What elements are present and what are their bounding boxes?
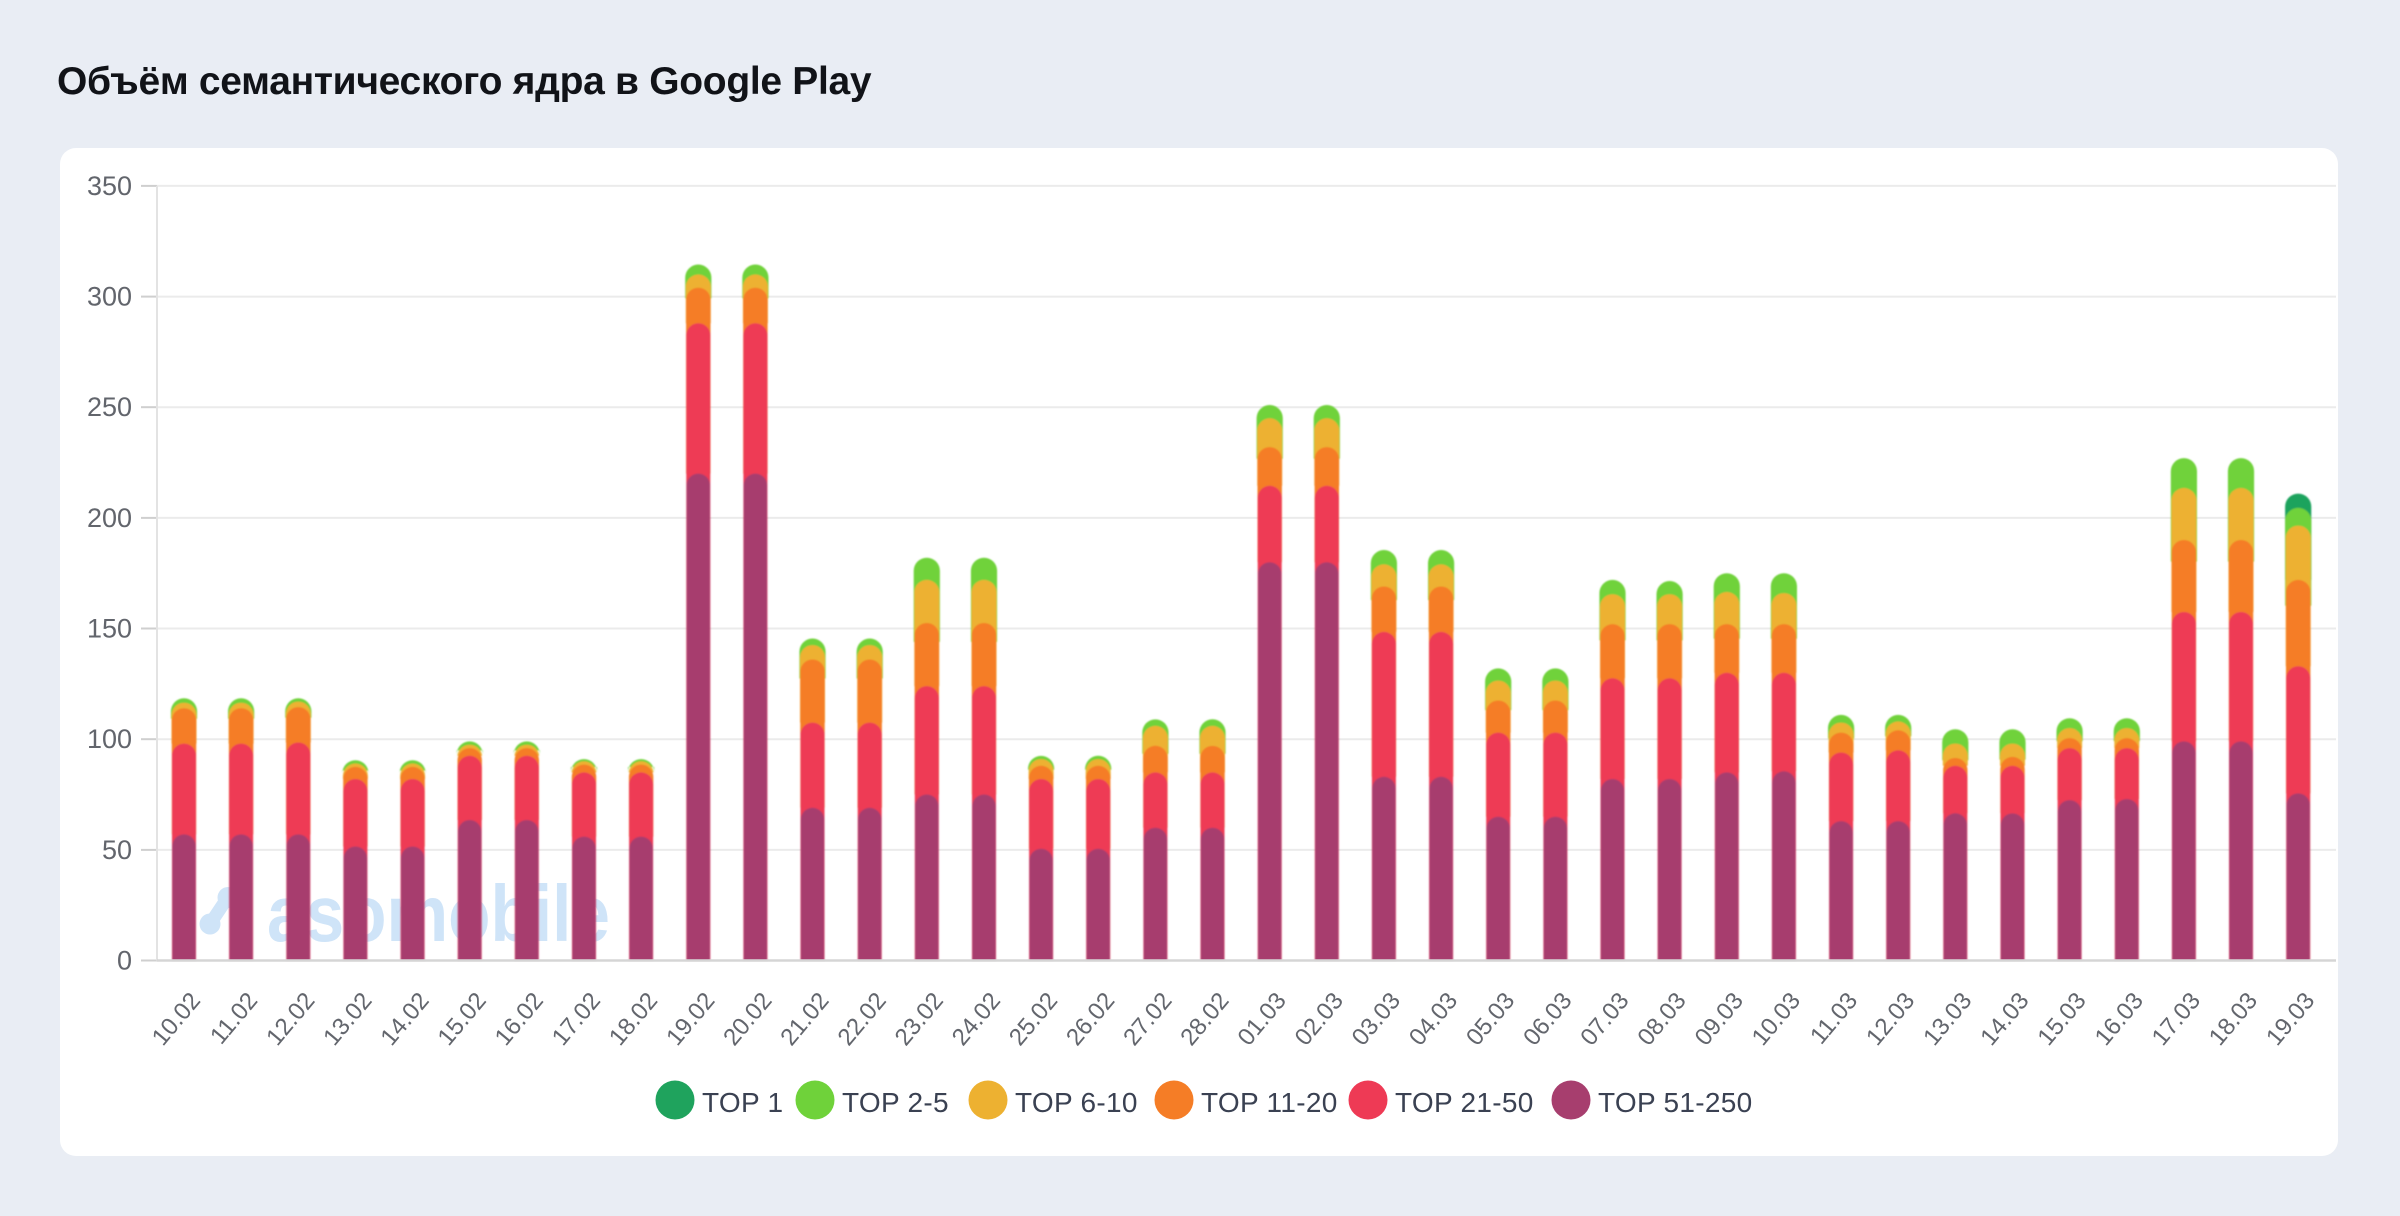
- svg-text:12.03: 12.03: [1861, 988, 1920, 1051]
- svg-text:250: 250: [87, 392, 132, 422]
- svg-text:15.03: 15.03: [2032, 988, 2091, 1051]
- svg-text:03.03: 03.03: [1347, 988, 1406, 1051]
- svg-text:10.02: 10.02: [147, 988, 206, 1051]
- svg-text:14.02: 14.02: [375, 988, 434, 1051]
- svg-text:TOP 2-5: TOP 2-5: [842, 1087, 949, 1118]
- svg-text:TOP 1: TOP 1: [702, 1087, 783, 1118]
- svg-text:0: 0: [117, 946, 132, 976]
- svg-text:18.03: 18.03: [2204, 988, 2263, 1051]
- svg-text:50: 50: [102, 835, 132, 865]
- svg-text:11.03: 11.03: [1805, 988, 1863, 1050]
- svg-text:13.02: 13.02: [318, 988, 377, 1051]
- svg-text:26.02: 26.02: [1061, 988, 1120, 1051]
- svg-text:01.03: 01.03: [1233, 988, 1292, 1051]
- svg-text:28.02: 28.02: [1175, 988, 1234, 1051]
- svg-text:22.02: 22.02: [833, 988, 892, 1051]
- svg-text:TOP 51-250: TOP 51-250: [1598, 1087, 1753, 1118]
- svg-text:17.02: 17.02: [547, 988, 606, 1051]
- svg-text:07.03: 07.03: [1575, 988, 1634, 1051]
- svg-text:08.03: 08.03: [1632, 988, 1691, 1051]
- svg-text:11.02: 11.02: [205, 988, 263, 1050]
- svg-text:02.03: 02.03: [1290, 988, 1349, 1051]
- svg-text:16.03: 16.03: [2090, 988, 2149, 1051]
- svg-text:13.03: 13.03: [1918, 988, 1977, 1051]
- svg-text:20.02: 20.02: [718, 988, 777, 1051]
- svg-text:27.02: 27.02: [1118, 988, 1177, 1051]
- svg-text:23.02: 23.02: [890, 988, 949, 1051]
- svg-text:17.03: 17.03: [2147, 988, 2206, 1051]
- svg-text:09.03: 09.03: [1690, 988, 1749, 1051]
- svg-text:200: 200: [87, 503, 132, 533]
- svg-text:TOP 6-10: TOP 6-10: [1015, 1087, 1138, 1118]
- svg-text:25.02: 25.02: [1004, 988, 1063, 1051]
- svg-text:350: 350: [87, 171, 132, 201]
- svg-text:16.02: 16.02: [490, 988, 549, 1051]
- svg-text:asomobile: asomobile: [267, 869, 610, 958]
- svg-text:05.03: 05.03: [1461, 988, 1520, 1051]
- svg-text:TOP 21-50: TOP 21-50: [1395, 1087, 1534, 1118]
- svg-text:04.03: 04.03: [1404, 988, 1463, 1051]
- svg-text:15.02: 15.02: [433, 988, 492, 1051]
- svg-text:100: 100: [87, 724, 132, 754]
- svg-text:TOP 11-20: TOP 11-20: [1201, 1087, 1338, 1118]
- svg-text:19.03: 19.03: [2261, 988, 2320, 1051]
- svg-text:14.03: 14.03: [1975, 988, 2034, 1051]
- svg-text:24.02: 24.02: [947, 988, 1006, 1051]
- svg-text:19.02: 19.02: [661, 988, 720, 1051]
- svg-text:21.02: 21.02: [775, 988, 834, 1051]
- svg-text:18.02: 18.02: [604, 988, 663, 1051]
- svg-text:300: 300: [87, 282, 132, 312]
- svg-text:150: 150: [87, 614, 132, 644]
- svg-text:12.02: 12.02: [261, 988, 320, 1051]
- svg-text:06.03: 06.03: [1518, 988, 1577, 1051]
- svg-text:10.03: 10.03: [1747, 988, 1806, 1051]
